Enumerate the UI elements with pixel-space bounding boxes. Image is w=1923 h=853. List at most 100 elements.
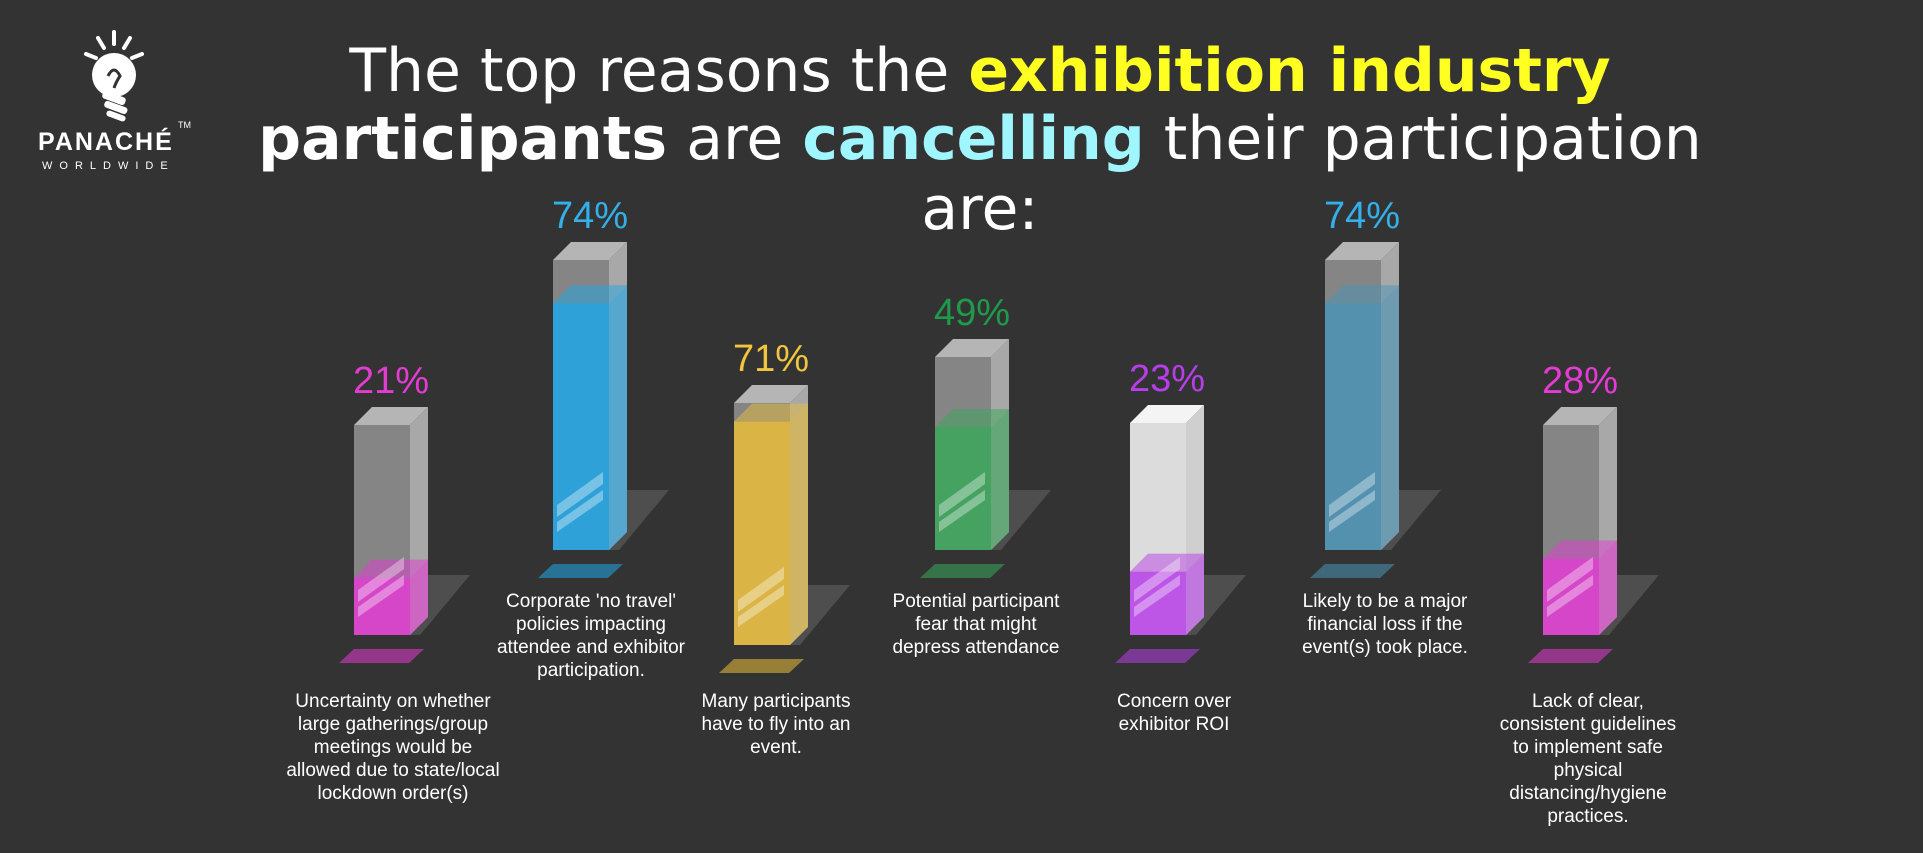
bar-fill-top bbox=[354, 559, 428, 578]
category-label-line: financial loss if the bbox=[1307, 614, 1463, 635]
category-label-line: physical bbox=[1553, 760, 1623, 781]
bar-fill-top bbox=[1543, 540, 1617, 559]
value-label: 74% bbox=[1324, 195, 1400, 237]
category-label-line: meetings would be bbox=[313, 737, 473, 758]
logo-brand: PANACHÉ bbox=[38, 128, 174, 156]
page-title-line1: The top reasons the exhibition industry bbox=[240, 36, 1720, 106]
category-label-line: exhibitor ROI bbox=[1118, 714, 1230, 735]
bar-reflection bbox=[1329, 472, 1375, 517]
category-label: Many participants have to fly into an even… bbox=[656, 690, 896, 759]
bar-reflection bbox=[557, 472, 603, 517]
bar-fill-side bbox=[1599, 540, 1617, 635]
bar-top bbox=[1543, 407, 1617, 425]
bar-fill-top bbox=[1130, 553, 1204, 572]
category-label-line: Corporate 'no travel' bbox=[506, 591, 676, 612]
bar-reflection bbox=[1547, 557, 1593, 602]
bar-fill-top bbox=[935, 409, 1009, 428]
bar-fill bbox=[1543, 558, 1599, 635]
category-label-line: to implement safe bbox=[1513, 737, 1663, 758]
bar-fill bbox=[935, 427, 991, 550]
bar-top bbox=[354, 407, 428, 425]
bar-reflection bbox=[358, 575, 404, 617]
category-label-line: attendee and exhibitor bbox=[496, 637, 686, 658]
bar-fill-side bbox=[410, 559, 428, 635]
category-label: Potential participant fear that might depr… bbox=[856, 590, 1096, 659]
category-label: Uncertainty on whether large gatherings/g… bbox=[273, 690, 513, 805]
category-label-line: practices. bbox=[1547, 806, 1629, 827]
category-label-line: allowed due to state/local bbox=[286, 760, 500, 781]
category-label-line: Likely to be a major bbox=[1302, 591, 1468, 612]
bar-fill bbox=[354, 577, 410, 635]
bar-fill-top bbox=[1325, 285, 1399, 304]
bar-fill bbox=[734, 421, 790, 645]
category-label-line: lockdown order(s) bbox=[317, 783, 469, 804]
value-label: 49% bbox=[934, 292, 1010, 334]
bar-fill bbox=[553, 303, 609, 550]
bar-reflection bbox=[1547, 575, 1593, 617]
title-text: their participation are: bbox=[921, 104, 1702, 245]
value-label: 28% bbox=[1542, 360, 1618, 402]
category-label: Likely to be a major financial loss if th… bbox=[1265, 590, 1505, 659]
bar-floor-reflection bbox=[1528, 649, 1613, 663]
bar-fill bbox=[1130, 571, 1186, 635]
bar-top bbox=[935, 339, 1009, 357]
bar-fill-side bbox=[991, 409, 1009, 550]
bar-floor-reflection bbox=[1115, 649, 1200, 663]
category-label: Concern over exhibitor ROI bbox=[1054, 690, 1294, 736]
bar-floor-reflection bbox=[719, 659, 804, 673]
bar-group: 23% bbox=[1115, 358, 1246, 663]
category-label-line: fear that might bbox=[915, 614, 1037, 635]
bar-fill-top bbox=[734, 403, 808, 422]
bar-reflection bbox=[1134, 557, 1180, 602]
bar-top bbox=[553, 242, 627, 260]
bar-fill-side bbox=[1186, 553, 1204, 635]
bar-top bbox=[1130, 405, 1204, 423]
value-label: 74% bbox=[552, 195, 628, 237]
bar-top bbox=[1325, 242, 1399, 260]
title-bold-participants: participants bbox=[258, 104, 668, 174]
category-label: Corporate 'no travel' policies impacting a… bbox=[471, 590, 711, 682]
bar-reflection bbox=[939, 472, 985, 517]
bar-reflection bbox=[939, 490, 985, 532]
title-highlight-cancelling: cancelling bbox=[802, 104, 1145, 174]
category-label-line: distancing/hygiene bbox=[1509, 783, 1667, 804]
category-label-line: Uncertainty on whether bbox=[295, 691, 491, 712]
title-highlight-exhibition: exhibition industry bbox=[968, 36, 1611, 106]
bar-group: 74% bbox=[538, 195, 669, 578]
bar-group: 28% bbox=[1528, 360, 1659, 663]
category-label-line: Potential participant bbox=[892, 591, 1060, 612]
category-label-line: consistent guidelines bbox=[1499, 714, 1677, 735]
logo: PANACHÉ TM WORLDWIDE bbox=[38, 30, 208, 180]
category-label-line: large gatherings/group bbox=[297, 714, 489, 735]
bar-group: 49% bbox=[920, 292, 1051, 578]
category-label: Lack of clear, consistent guidelines to im… bbox=[1468, 690, 1708, 828]
bar-reflection bbox=[358, 557, 404, 602]
category-label-line: Lack of clear, bbox=[1532, 691, 1644, 712]
category-label-line: event. bbox=[750, 737, 802, 758]
bar-floor-reflection bbox=[538, 564, 623, 578]
category-label-line: event(s) took place. bbox=[1302, 637, 1468, 658]
bar-fill-side bbox=[609, 285, 627, 550]
bar-reflection bbox=[557, 490, 603, 532]
bar-top bbox=[734, 385, 808, 403]
lightbulb-icon bbox=[84, 30, 144, 122]
bar-group: 21% bbox=[339, 360, 470, 663]
bar-floor-reflection bbox=[339, 649, 424, 663]
bar-reflection bbox=[738, 585, 784, 627]
category-label-line: participation. bbox=[537, 660, 645, 681]
bar-reflection bbox=[1329, 490, 1375, 532]
category-label-line: Many participants bbox=[701, 691, 851, 712]
category-label-line: depress attendance bbox=[892, 637, 1060, 658]
bar-floor-reflection bbox=[920, 564, 1005, 578]
category-label-line: Concern over bbox=[1116, 691, 1232, 712]
value-label: 71% bbox=[733, 338, 809, 380]
bar-group: 74% bbox=[1310, 195, 1441, 578]
logo-tagline: WORLDWIDE bbox=[42, 160, 175, 172]
bar-group: 71% bbox=[719, 338, 850, 673]
bar-reflection bbox=[738, 567, 784, 612]
value-label: 21% bbox=[353, 360, 429, 402]
title-text: are bbox=[667, 104, 803, 174]
category-label-line: policies impacting bbox=[516, 614, 666, 635]
bar-fill-side bbox=[1381, 285, 1399, 550]
